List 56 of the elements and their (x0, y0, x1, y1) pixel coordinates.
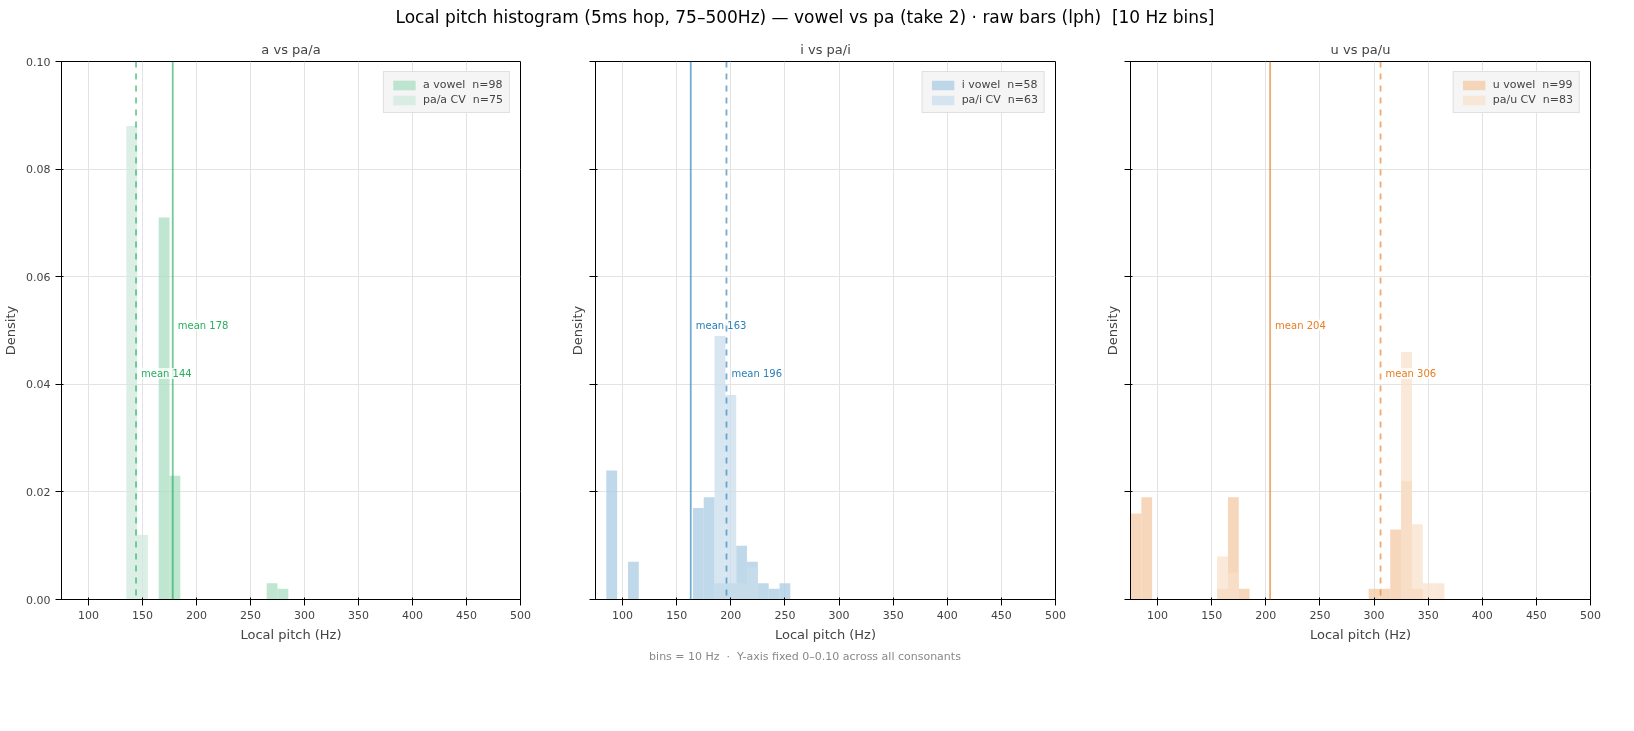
legend-label: a vowel n=98 (422, 78, 503, 92)
x-tick-label: 300 (1363, 608, 1385, 622)
x-tick-label: 400 (936, 608, 958, 622)
x-tick-label: 200 (186, 608, 207, 622)
y-tick-label: 0.02 (26, 486, 51, 500)
ref-line-label: mean 196 (731, 368, 783, 380)
x-tick-label: 150 (666, 608, 688, 622)
x-tick-label: 350 (882, 608, 904, 622)
y-axis-title: Density (3, 305, 19, 356)
x-tick-label: 300 (294, 608, 315, 622)
y-axis-title: Density (569, 305, 585, 356)
x-tick-label: 450 (1525, 608, 1547, 622)
x-tick-label: 350 (1417, 608, 1439, 622)
x-tick-label: 100 (612, 608, 634, 622)
legend-label: pa/a CV n=75 (422, 93, 503, 107)
x-tick-label: 150 (1201, 608, 1223, 622)
chart-title: u vs pa/u (1330, 41, 1391, 57)
x-tick-label: 450 (456, 608, 477, 622)
x-tick-label: 150 (132, 608, 153, 622)
x-tick-label: 400 (402, 608, 423, 622)
chart-title: a vs pa/a (261, 41, 321, 57)
ref-line-label: mean 163 (695, 319, 747, 331)
x-tick-label: 500 (510, 608, 531, 622)
legend-label: pa/u CV n=83 (1492, 93, 1573, 107)
x-tick-label: 500 (1045, 608, 1066, 622)
ref-line-label: mean 144 (141, 368, 192, 380)
x-tick-label: 100 (78, 608, 99, 622)
legend-label: pa/i CV n=63 (961, 93, 1038, 107)
x-tick-label: 450 (990, 608, 1012, 622)
x-tick-label: 200 (1255, 608, 1277, 622)
x-tick-label: 200 (720, 608, 742, 622)
ref-line-label: mean 306 (1385, 368, 1437, 380)
ref-line-label: mean 178 (177, 319, 229, 331)
x-tick-label: 300 (828, 608, 850, 622)
x-tick-label: 400 (1471, 608, 1493, 622)
ref-line-label: mean 204 (1275, 319, 1326, 331)
y-tick-label: 0.08 (26, 163, 51, 177)
x-axis-title: Local pitch (Hz) (774, 626, 877, 642)
x-tick-label: 500 (1580, 608, 1601, 622)
x-tick-label: 350 (348, 608, 369, 622)
y-tick-label: 0.10 (26, 55, 51, 69)
x-axis-title: Local pitch (Hz) (240, 626, 342, 642)
x-tick-label: 100 (1147, 608, 1169, 622)
text: Local pitch histogram (5ms hop, 75–500Hz) — vowel vs pa (take 2) · raw bars (lph) [10 Hz bins] (395, 6, 1215, 29)
legend-label: u vowel n=99 (1492, 78, 1573, 92)
x-tick-label: 250 (774, 608, 796, 622)
x-axis-title: Local pitch (Hz) (1309, 626, 1412, 642)
y-tick-label: 0.00 (26, 593, 51, 607)
y-axis-title: Density (1104, 305, 1120, 356)
x-tick-label: 250 (240, 608, 261, 622)
chart-title: i vs pa/i (800, 41, 851, 57)
text: bins = 10 Hz · Y-axis fixed 0–0.10 across all consonants (649, 649, 961, 665)
y-tick-label: 0.04 (26, 378, 51, 392)
legend-label: i vowel n=58 (961, 78, 1038, 92)
y-tick-label: 0.06 (26, 270, 51, 284)
x-tick-label: 250 (1309, 608, 1331, 622)
